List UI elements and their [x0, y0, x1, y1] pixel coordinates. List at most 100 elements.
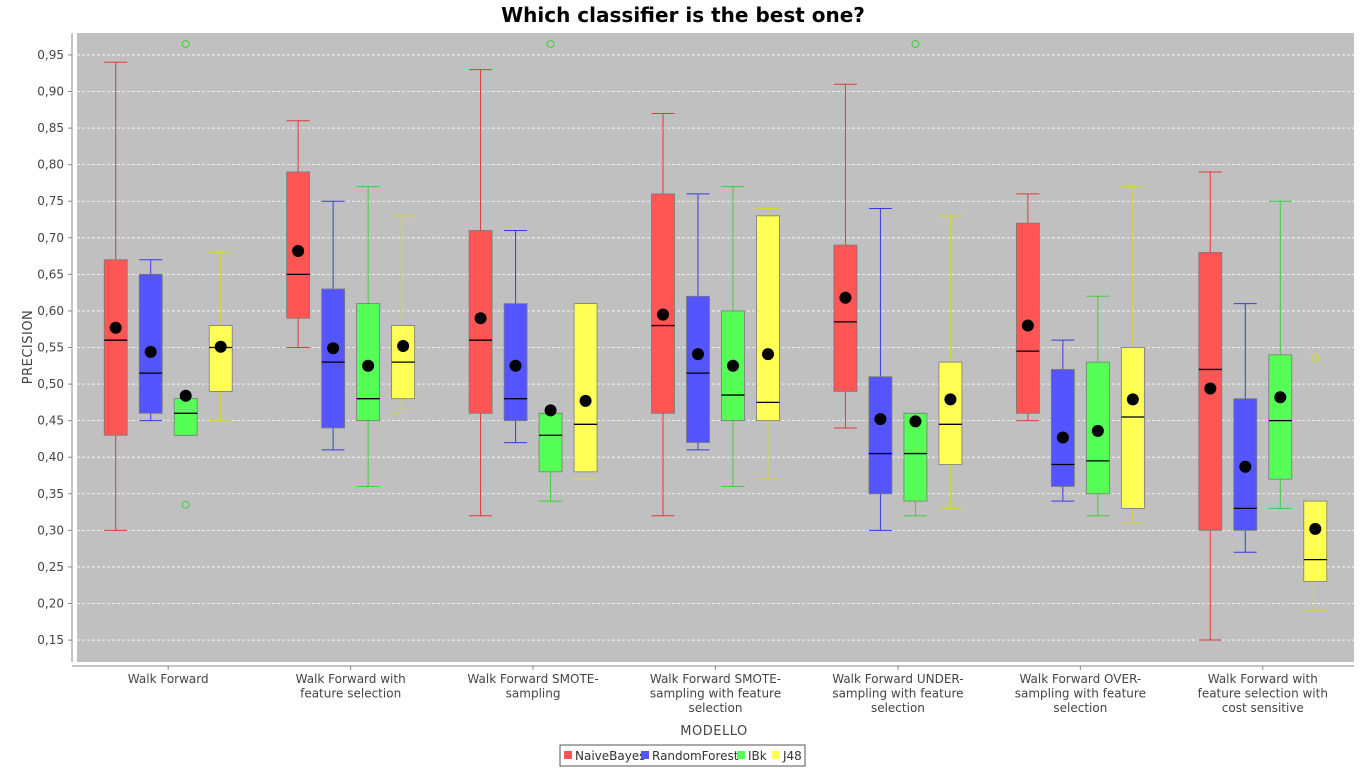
legend-swatch-j48	[772, 751, 780, 759]
mean-marker	[327, 342, 340, 355]
outlier-point	[1311, 354, 1320, 363]
box-ibk-4	[721, 186, 745, 487]
mean-marker	[839, 291, 852, 304]
box-randomforest-3	[503, 229, 528, 444]
mean-marker	[579, 394, 592, 407]
outlier-point	[181, 500, 190, 509]
box-iqr	[903, 412, 928, 502]
box-iqr	[1015, 222, 1040, 414]
x-tick-label: Walk Forward SMOTE-	[650, 672, 781, 686]
legend-swatch-randomforest	[641, 751, 649, 759]
y-tick-label: 0,90	[37, 85, 64, 99]
box-ibk-6	[1085, 295, 1110, 517]
y-axis-label: PRECISION	[21, 310, 36, 385]
x-tick-label: selection	[689, 701, 743, 715]
y-tick-label: 0,80	[37, 158, 64, 172]
box-iqr	[573, 303, 598, 473]
box-iqr	[756, 215, 780, 422]
mean-marker	[362, 359, 375, 372]
x-tick-label: Walk Forward UNDER-	[832, 672, 963, 686]
y-tick-label: 0,55	[37, 341, 64, 355]
box-iqr	[138, 273, 163, 414]
box-naivebayes-3	[468, 69, 493, 517]
box-ibk-5	[903, 39, 928, 517]
chart-title: Which classifier is the best one?	[501, 3, 865, 27]
box-iqr	[833, 244, 858, 392]
mean-marker	[509, 359, 522, 372]
x-axis-label: MODELLO	[680, 724, 747, 739]
box-iqr	[651, 193, 675, 414]
mean-marker	[397, 340, 410, 353]
legend-frame	[559, 744, 806, 767]
y-tick-label: 0,70	[37, 231, 64, 245]
y-tick-label: 0,15	[37, 633, 64, 647]
mean-marker	[292, 244, 305, 257]
mean-marker	[692, 348, 704, 361]
box-randomforest-7	[1233, 303, 1258, 553]
box-randomforest-2	[321, 200, 346, 451]
box-iqr	[103, 259, 128, 436]
box-iqr	[1268, 354, 1293, 480]
y-tick-label: 0,45	[37, 414, 64, 428]
x-tick-label: sampling with feature	[650, 687, 781, 701]
mean-marker	[1274, 391, 1287, 404]
y-tick-label: 0,85	[37, 121, 64, 135]
y-tick-label: 0,30	[37, 523, 64, 537]
mean-marker	[909, 415, 922, 428]
mean-marker	[874, 413, 887, 426]
x-tick-label: cost sensitive	[1222, 701, 1304, 715]
y-tick-label: 0,60	[37, 304, 64, 318]
box-iqr	[538, 412, 563, 473]
outlier-point	[181, 39, 190, 48]
y-tick-label: 0,20	[37, 596, 64, 610]
x-tick-label: selection	[1053, 701, 1107, 715]
mean-marker	[144, 345, 157, 358]
mean-marker	[474, 312, 487, 325]
y-tick-label: 0,25	[37, 560, 64, 574]
mean-marker	[657, 308, 669, 321]
outlier-point	[911, 39, 920, 48]
mean-marker	[1204, 382, 1217, 395]
y-tick-label: 0,75	[37, 194, 64, 208]
legend-swatch-naivebayes	[564, 751, 572, 759]
box-randomforest-6	[1050, 339, 1075, 502]
box-iqr	[868, 376, 893, 495]
box-j48-2	[391, 215, 416, 414]
x-tick-label: feature selection	[300, 687, 401, 701]
mean-marker	[1126, 393, 1139, 406]
y-tick-label: 0,40	[37, 450, 64, 464]
box-ibk-2	[356, 186, 381, 487]
box-iqr	[686, 295, 710, 443]
box-ibk-1	[173, 39, 198, 509]
legend-label-randomforest: RandomForest	[652, 749, 739, 763]
legend-label-naivebayes: NaiveBayes	[575, 749, 645, 763]
box-naivebayes-5	[833, 83, 858, 429]
y-tick-labels: 0,15 0,20 0,25 0,30 0,35 0,40 0,45 0,50 0,55 0,60…	[37, 48, 72, 647]
mean-marker	[1091, 424, 1104, 437]
x-tick-label: Walk Forward SMOTE-	[467, 672, 598, 686]
box-naivebayes-1	[103, 61, 128, 531]
y-tick-label: 0,95	[37, 48, 64, 62]
mean-marker	[1021, 319, 1034, 332]
x-tick-label: Walk Forward with	[296, 672, 406, 686]
box-series	[103, 39, 1328, 641]
box-naivebayes-6	[1015, 193, 1040, 422]
box-j48-4	[756, 208, 780, 480]
box-j48-1	[208, 251, 233, 422]
box-iqr	[208, 325, 233, 392]
box-randomforest-5	[868, 208, 893, 531]
x-tick-label: Walk Forward OVER-	[1019, 672, 1141, 686]
x-tick-label: sampling with feature	[1015, 687, 1146, 701]
box-ibk-3	[538, 39, 563, 502]
box-iqr	[938, 361, 963, 465]
x-tick-label: selection	[871, 701, 925, 715]
x-tick-label: sampling	[506, 687, 561, 701]
mean-marker	[1056, 431, 1069, 444]
box-randomforest-4	[686, 193, 710, 451]
box-naivebayes-2	[286, 120, 311, 348]
x-tick-label: sampling with feature	[832, 687, 963, 701]
box-j48-7	[1303, 354, 1328, 612]
legend-swatch-ibk	[737, 751, 745, 759]
